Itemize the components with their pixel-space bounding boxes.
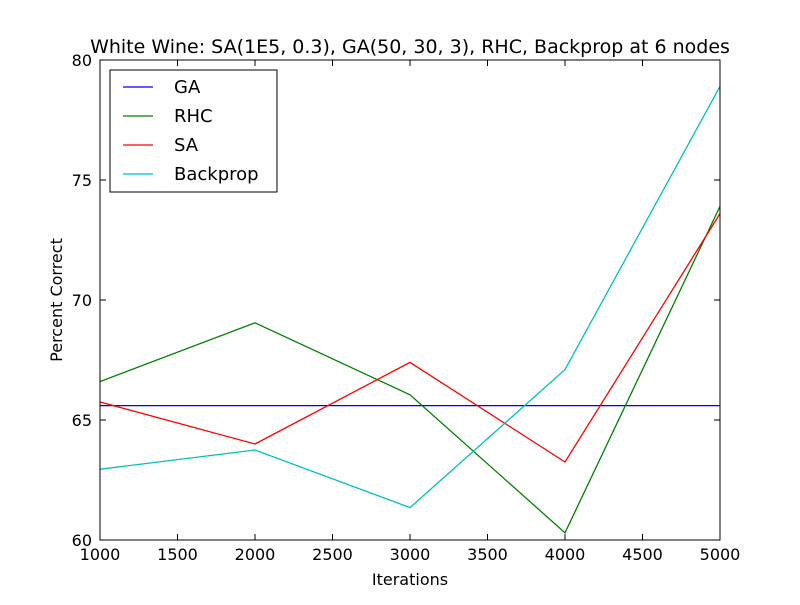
x-tick-label: 1500 xyxy=(157,545,198,564)
x-tick-label: 3500 xyxy=(467,545,508,564)
series-layer xyxy=(99,86,721,534)
series-line-backprop xyxy=(99,86,721,509)
legend-box xyxy=(109,69,278,193)
legend-label-rhc: RHC xyxy=(174,106,213,127)
x-tick-label: 4500 xyxy=(622,545,663,564)
x-tick-label: 1000 xyxy=(80,545,121,564)
y-tick-label: 70 xyxy=(72,291,92,310)
legend: GA RHC SA Backprop xyxy=(109,69,278,193)
x-tick-label: 2500 xyxy=(312,545,353,564)
chart-title: White Wine: SA(1E5, 0.3), GA(50, 30, 3),… xyxy=(90,36,730,58)
series-line-rhc xyxy=(99,206,721,534)
series-line-sa xyxy=(99,213,721,463)
y-tick-label: 65 xyxy=(72,411,92,430)
x-tick-label: 5000 xyxy=(700,545,741,564)
x-tick-label: 4000 xyxy=(545,545,586,564)
ticks-layer: 1000 1500 2000 2500 3000 3500 4000 4500 5000 60 65… xyxy=(72,51,741,564)
plot-frame xyxy=(99,59,721,541)
x-tick-label: 3000 xyxy=(390,545,431,564)
x-axis-label: Iterations xyxy=(372,570,448,589)
legend-label-backprop: Backprop xyxy=(174,164,259,185)
legend-label-ga: GA xyxy=(174,77,201,98)
y-tick-label: 60 xyxy=(72,531,92,550)
y-tick-label: 75 xyxy=(72,171,92,190)
y-axis-label: Percent Correct xyxy=(47,238,66,362)
x-tick-label: 2000 xyxy=(235,545,276,564)
y-tick-label: 80 xyxy=(72,51,92,70)
legend-label-sa: SA xyxy=(174,135,199,156)
